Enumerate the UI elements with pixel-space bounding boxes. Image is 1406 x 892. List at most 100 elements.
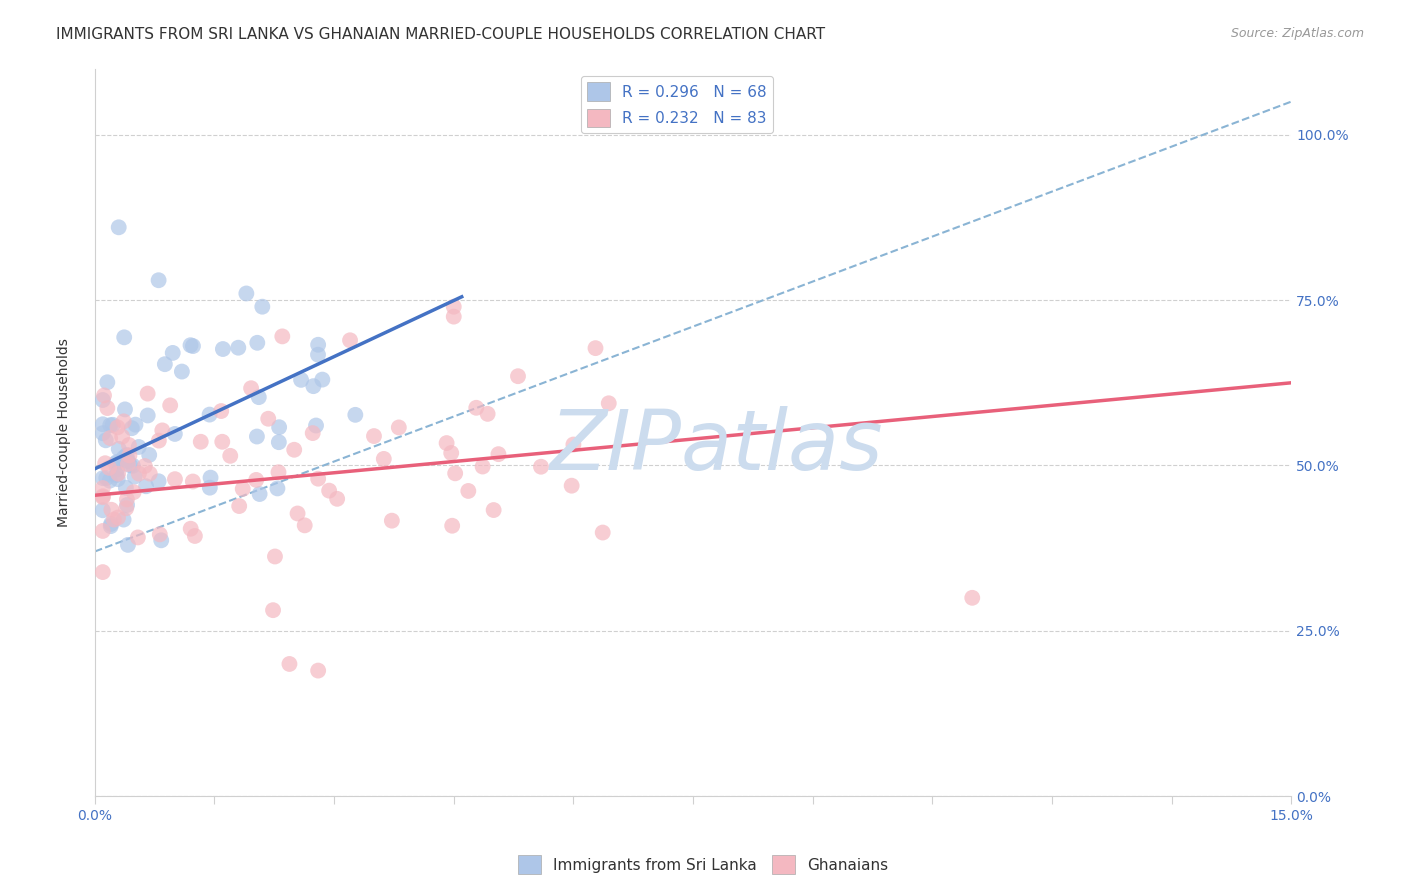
Point bbox=[307, 337, 329, 351]
Point bbox=[271, 329, 294, 343]
Point bbox=[117, 454, 139, 468]
Point bbox=[307, 348, 329, 362]
Point bbox=[598, 396, 620, 410]
Point bbox=[122, 485, 145, 500]
Point bbox=[561, 478, 583, 492]
Point bbox=[115, 501, 138, 516]
Point bbox=[482, 503, 505, 517]
Point bbox=[283, 442, 305, 457]
Point bbox=[381, 514, 404, 528]
Point bbox=[105, 468, 128, 483]
Point bbox=[290, 373, 312, 387]
Point bbox=[180, 522, 202, 536]
Point bbox=[477, 407, 499, 421]
Point bbox=[262, 603, 284, 617]
Point bbox=[302, 379, 325, 393]
Point bbox=[98, 460, 121, 475]
Point bbox=[91, 481, 114, 495]
Point bbox=[128, 467, 150, 481]
Point bbox=[138, 448, 160, 462]
Point bbox=[184, 529, 207, 543]
Point bbox=[163, 426, 186, 441]
Point bbox=[318, 483, 340, 498]
Point bbox=[150, 424, 173, 438]
Point bbox=[96, 471, 118, 485]
Point bbox=[124, 469, 146, 483]
Point bbox=[101, 417, 124, 432]
Point bbox=[339, 333, 361, 347]
Point bbox=[305, 418, 328, 433]
Point bbox=[212, 342, 235, 356]
Point bbox=[471, 459, 494, 474]
Point bbox=[267, 465, 290, 479]
Point bbox=[226, 341, 249, 355]
Point bbox=[232, 482, 254, 496]
Point bbox=[488, 447, 510, 461]
Point bbox=[159, 398, 181, 412]
Point bbox=[111, 430, 134, 444]
Point bbox=[530, 459, 553, 474]
Point bbox=[301, 426, 323, 441]
Point bbox=[96, 401, 118, 415]
Point bbox=[150, 533, 173, 548]
Point bbox=[117, 457, 139, 471]
Point bbox=[181, 475, 204, 489]
Point bbox=[307, 472, 329, 486]
Point bbox=[181, 339, 204, 353]
Point bbox=[257, 411, 280, 425]
Point bbox=[198, 408, 221, 422]
Point bbox=[104, 457, 127, 471]
Point bbox=[128, 440, 150, 454]
Point bbox=[585, 341, 607, 355]
Point bbox=[247, 390, 270, 404]
Point bbox=[209, 404, 232, 418]
Point bbox=[249, 487, 271, 501]
Point bbox=[440, 446, 463, 460]
Point bbox=[266, 482, 288, 496]
Point bbox=[91, 524, 114, 538]
Point bbox=[211, 434, 233, 449]
Text: Source: ZipAtlas.com: Source: ZipAtlas.com bbox=[1230, 27, 1364, 40]
Point bbox=[235, 286, 257, 301]
Point bbox=[294, 518, 316, 533]
Point bbox=[228, 499, 250, 513]
Point bbox=[373, 451, 395, 466]
Point bbox=[287, 507, 309, 521]
Point bbox=[148, 273, 170, 287]
Point bbox=[149, 527, 172, 541]
Legend: Immigrants from Sri Lanka, Ghanaians: Immigrants from Sri Lanka, Ghanaians bbox=[512, 849, 894, 880]
Point bbox=[94, 434, 117, 448]
Point bbox=[98, 431, 121, 445]
Point bbox=[107, 472, 129, 486]
Point bbox=[91, 417, 114, 432]
Point bbox=[112, 512, 135, 526]
Point bbox=[264, 549, 287, 564]
Point bbox=[163, 472, 186, 486]
Point bbox=[100, 502, 122, 516]
Point bbox=[148, 434, 170, 448]
Point bbox=[127, 530, 149, 544]
Point bbox=[148, 475, 170, 489]
Point bbox=[388, 420, 411, 434]
Point bbox=[153, 357, 176, 371]
Point bbox=[134, 458, 156, 473]
Point bbox=[91, 489, 114, 503]
Point bbox=[252, 300, 274, 314]
Point bbox=[198, 481, 221, 495]
Point bbox=[311, 373, 333, 387]
Point bbox=[162, 346, 184, 360]
Text: IMMIGRANTS FROM SRI LANKA VS GHANAIAN MARRIED-COUPLE HOUSEHOLDS CORRELATION CHAR: IMMIGRANTS FROM SRI LANKA VS GHANAIAN MA… bbox=[56, 27, 825, 42]
Point bbox=[107, 467, 129, 481]
Point bbox=[100, 519, 122, 533]
Text: ZIPatlas: ZIPatlas bbox=[550, 407, 884, 487]
Point bbox=[94, 456, 117, 470]
Point bbox=[93, 388, 115, 402]
Point bbox=[105, 455, 128, 469]
Point bbox=[114, 402, 136, 417]
Point bbox=[121, 458, 143, 473]
Y-axis label: Married-couple Households: Married-couple Households bbox=[58, 338, 72, 527]
Legend: R = 0.296   N = 68, R = 0.232   N = 83: R = 0.296 N = 68, R = 0.232 N = 83 bbox=[581, 76, 773, 133]
Point bbox=[91, 392, 114, 407]
Point bbox=[98, 418, 121, 433]
Point bbox=[107, 510, 129, 524]
